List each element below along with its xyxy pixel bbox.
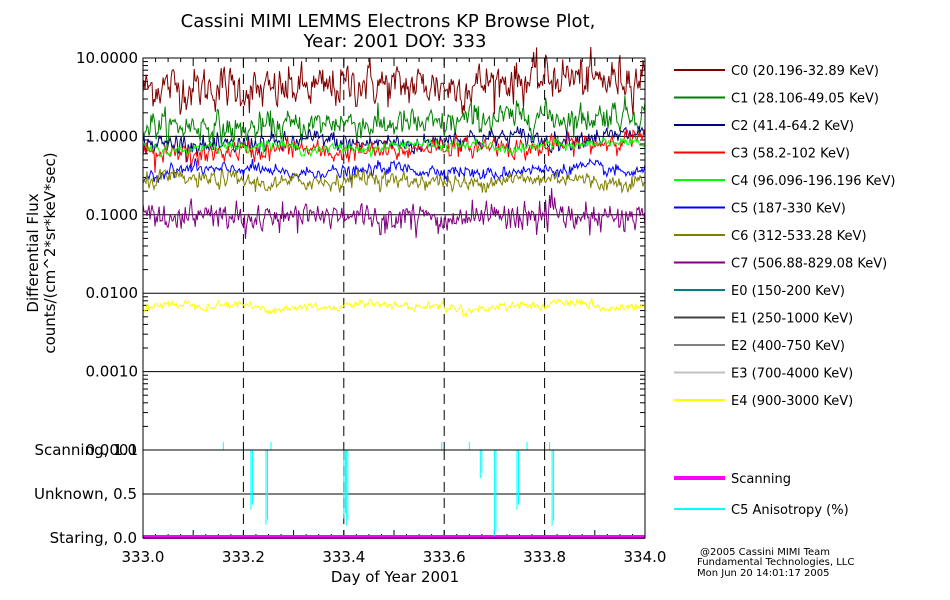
x-tick-label: 333.4 xyxy=(322,548,365,566)
legend-label: E4 (900-3000 KeV) xyxy=(731,394,853,409)
lower-panel-frame xyxy=(142,449,646,539)
legend-label: E0 (150-200 KeV) xyxy=(731,284,845,299)
legend-label: C1 (28.106-49.05 KeV) xyxy=(731,92,879,107)
x-tick-label: 333.0 xyxy=(122,548,165,566)
upper-y-ticks: 10.0000 1.0000 0.1000 0.0100 0.0010 0.0001 xyxy=(76,49,138,459)
legend-upper: C0 (20.196-32.89 KeV) C1 (28.106-49.05 Ke… xyxy=(674,64,895,409)
legend-lower: Scanning C5 Anisotropy (%) xyxy=(674,472,849,518)
x-tick-label: 334.0 xyxy=(624,548,667,566)
series-line-c5 xyxy=(142,158,646,183)
series-line-c6 xyxy=(142,168,646,194)
legend-label: E2 (400-750 KeV) xyxy=(731,339,845,354)
upper-y-tick-label: 0.0100 xyxy=(86,284,139,302)
legend-label: C3 (58.2-102 KeV) xyxy=(731,147,850,162)
x-tick-label: 333.6 xyxy=(423,548,466,566)
credits: @2005 Cassini MIMI Team Fundamental Tech… xyxy=(697,547,854,579)
x-axis-title: Day of Year 2001 xyxy=(331,568,459,586)
lower-y-tick-label: Staring, 0.0 xyxy=(50,529,137,547)
lower-panel-series xyxy=(143,442,645,539)
credit-line-2: Fundamental Technologies, LLC xyxy=(697,557,854,568)
legend-label: Scanning xyxy=(731,472,791,487)
series-line-c1 xyxy=(142,95,646,151)
series-line-c7 xyxy=(142,188,646,240)
upper-panel-grid xyxy=(143,58,645,450)
legend-label: C7 (506.88-829.08 KeV) xyxy=(731,257,887,272)
chart-title-line2: Year: 2001 DOY: 333 xyxy=(303,31,487,52)
lower-panel-grid xyxy=(143,450,645,538)
credit-line-1: @2005 Cassini MIMI Team xyxy=(700,547,830,558)
upper-y-tick-label: 0.0010 xyxy=(86,363,139,381)
lower-y-ticks: Scanning, 1.0 Unknown, 0.5 Staring, 0.0 xyxy=(34,441,137,547)
chart-title-line1: Cassini MIMI LEMMS Electrons KP Browse P… xyxy=(181,11,596,32)
series-line-c4 xyxy=(142,137,646,159)
legend-label: C5 Anisotropy (%) xyxy=(731,503,849,518)
series-line-c5-anisotropy xyxy=(143,442,645,537)
lower-y-tick-label: Unknown, 0.5 xyxy=(34,485,137,503)
legend-label: C2 (41.4-64.2 KeV) xyxy=(731,119,854,134)
y-axis-title-line2: counts/(cm^2*sr*keV*sec) xyxy=(41,152,59,353)
legend-label: E3 (700-4000 KeV) xyxy=(731,367,853,382)
upper-panel-series xyxy=(142,46,646,318)
credit-line-3: Mon Jun 20 14:01:17 2005 xyxy=(697,568,830,579)
legend-label: C0 (20.196-32.89 KeV) xyxy=(731,64,879,79)
lower-y-tick-label: Scanning, 1.0 xyxy=(34,441,137,459)
upper-y-tick-label: 10.0000 xyxy=(76,49,138,67)
upper-y-tick-label: 0.1000 xyxy=(86,206,139,224)
upper-panel-frame xyxy=(142,57,646,451)
upper-y-tick-label: 1.0000 xyxy=(86,127,139,145)
upper-y-tick-label: 0.0001 xyxy=(86,441,139,459)
x-tick-label: 333.8 xyxy=(523,548,566,566)
series-line-e4 xyxy=(142,297,646,318)
legend-label: C6 (312-533.28 KeV) xyxy=(731,229,867,244)
x-ticks: 333.0 333.2 333.4 333.6 333.8 334.0 xyxy=(122,548,667,566)
y-axis-title-line1: Differential Flux xyxy=(24,193,42,312)
legend-label: C4 (96.096-196.196 KeV) xyxy=(731,174,895,189)
x-tick-label: 333.2 xyxy=(222,548,265,566)
y-axis-title: Differential Flux counts/(cm^2*sr*keV*se… xyxy=(24,152,59,353)
series-line-c0 xyxy=(142,46,646,116)
legend-label: C5 (187-330 KeV) xyxy=(731,202,846,217)
legend-label: E1 (250-1000 KeV) xyxy=(731,312,853,327)
